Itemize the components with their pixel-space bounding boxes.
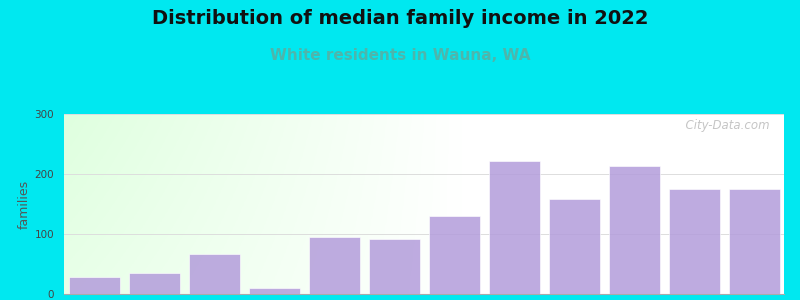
- Bar: [489, 161, 539, 294]
- Bar: [69, 277, 119, 294]
- Bar: [129, 273, 179, 294]
- Bar: [309, 237, 359, 294]
- Bar: [249, 288, 299, 294]
- Text: City-Data.com: City-Data.com: [678, 119, 770, 132]
- Bar: [369, 239, 419, 294]
- Bar: [429, 216, 479, 294]
- Text: Distribution of median family income in 2022: Distribution of median family income in …: [152, 9, 648, 28]
- Bar: [669, 189, 719, 294]
- Y-axis label: families: families: [18, 179, 30, 229]
- Bar: [729, 189, 779, 294]
- Text: White residents in Wauna, WA: White residents in Wauna, WA: [270, 48, 530, 63]
- Bar: [189, 254, 239, 294]
- Bar: [609, 166, 659, 294]
- Bar: [549, 199, 599, 294]
